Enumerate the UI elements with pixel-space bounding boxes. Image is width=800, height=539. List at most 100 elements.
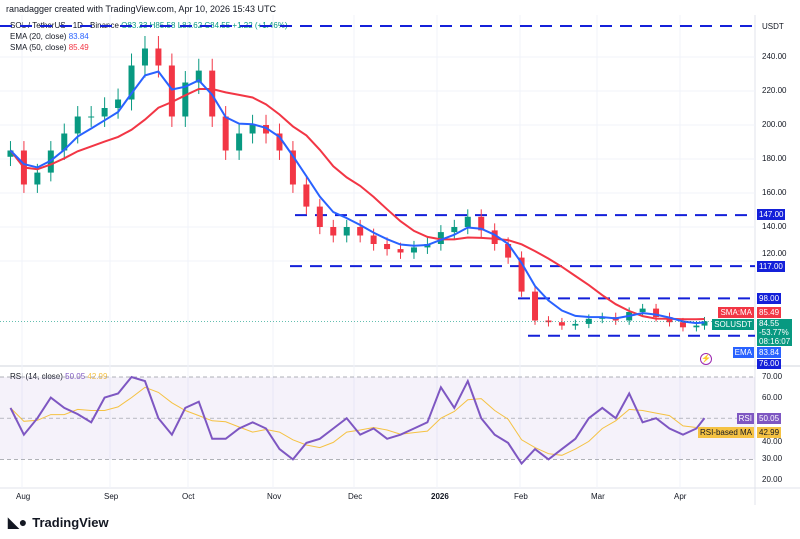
last-price-badge: 84.55 -53.77% 08:16:07 <box>757 319 793 346</box>
rsi-tick: 60.00 <box>762 392 783 402</box>
candle-body <box>182 82 189 117</box>
candle-body <box>505 244 512 258</box>
candle-body <box>397 249 404 253</box>
sma-tag: SMA:MA <box>718 307 754 318</box>
percent-change: -53.77% <box>759 328 789 337</box>
sma-value: 85.49 <box>68 43 89 52</box>
candle-body <box>343 227 350 236</box>
candle-body <box>330 227 337 236</box>
candle-body <box>249 125 256 134</box>
candle-body <box>74 116 81 134</box>
candle-body <box>128 65 135 100</box>
rsi-band <box>0 377 755 460</box>
candle-body <box>572 323 579 326</box>
candle-body <box>701 321 708 326</box>
candle-body <box>303 184 310 207</box>
candle-body <box>195 70 202 83</box>
rsi-tick: 70.00 <box>762 372 783 381</box>
time-tick: Sep <box>104 492 119 501</box>
time-tick: Aug <box>16 492 31 501</box>
ema-tag: EMA <box>732 347 754 358</box>
candle-body <box>276 133 283 151</box>
candle-body <box>491 230 498 244</box>
level-117-badge: 117.00 <box>757 261 785 272</box>
rsi-ma-tag: RSI-based MA <box>697 427 754 438</box>
candle-body <box>518 257 525 292</box>
ohlc-close: C84.55 <box>204 21 231 30</box>
time-tick: 2026 <box>431 492 449 501</box>
rsi-tag: RSI <box>736 413 754 424</box>
candle-body <box>168 65 175 117</box>
time-tick: Feb <box>514 492 528 501</box>
price-tick: 240.00 <box>762 52 787 61</box>
ema-price-badge: 83.84 <box>757 347 782 358</box>
sma-label: SMA (50, close) <box>10 43 67 52</box>
price-tick: 120.00 <box>762 249 787 258</box>
time-tick: Nov <box>267 492 282 501</box>
rsi-ma-badge: 42.99 <box>757 427 782 438</box>
ema-line <box>9 70 705 325</box>
price-tick: 200.00 <box>762 120 787 129</box>
level-76-badge: 76.00 <box>757 359 782 369</box>
ema-legend[interactable]: EMA (20, close) 83.84 <box>10 31 288 42</box>
rsi-ma-line <box>10 386 705 456</box>
candle-body <box>263 125 270 134</box>
symbol-tag: SOLUSDT <box>712 319 754 330</box>
rsi-tick: 30.00 <box>762 454 783 464</box>
candle-body <box>236 133 243 151</box>
candle-body <box>155 48 162 66</box>
tv-logo-icon: ◣● <box>8 514 28 530</box>
rsi-line <box>9 375 706 466</box>
chart-credit: ranadagger created with TradingView.com,… <box>6 4 276 14</box>
bar-countdown: 08:16:07 <box>759 337 791 346</box>
price-tick: 160.00 <box>762 188 787 197</box>
candle-body <box>61 133 68 151</box>
candle-body <box>679 322 686 328</box>
time-tick: Apr <box>674 492 687 501</box>
ohlc-open: O83.33 <box>121 21 148 30</box>
candle-body <box>289 150 296 185</box>
candle-body <box>357 227 364 236</box>
candle-body <box>639 308 646 312</box>
candle-body <box>464 216 471 227</box>
ema-value: 83.84 <box>68 32 89 41</box>
tradingview-logo[interactable]: ◣● TradingView <box>8 514 109 531</box>
candle-body <box>545 320 552 323</box>
time-tick: Dec <box>348 492 363 501</box>
candle-body <box>370 235 377 244</box>
rsi-tick: 20.00 <box>762 475 783 484</box>
ema-label: EMA (20, close) <box>10 32 67 41</box>
candle-body <box>437 232 444 244</box>
candle-body <box>7 150 14 157</box>
candle-body <box>384 244 391 250</box>
rsi-tick: 40.00 <box>762 436 783 446</box>
rsi-badge: 50.05 <box>757 413 782 424</box>
candle-body <box>222 116 229 151</box>
candle-body <box>532 291 539 321</box>
candle-body <box>141 48 148 66</box>
level-98-badge: 98.00 <box>757 293 782 304</box>
rsi-label: RSI (14, close) <box>10 372 63 381</box>
time-tick: Mar <box>591 492 605 501</box>
candle-body <box>88 116 95 118</box>
rsi-ma-value: 42.99 <box>87 372 108 381</box>
time-tick: Oct <box>182 492 195 501</box>
price-unit: USDT <box>762 22 784 31</box>
candle-body <box>34 172 41 185</box>
candle-body <box>316 206 323 227</box>
candle-body <box>653 308 660 318</box>
candle-body <box>693 325 700 328</box>
price-tick: 180.00 <box>762 154 787 163</box>
candle-body <box>101 108 108 117</box>
rsi-value: 50.05 <box>65 372 86 381</box>
rsi-legend[interactable]: RSI (14, close) 50.05 42.99 <box>10 372 107 381</box>
price-tick: 140.00 <box>762 222 787 231</box>
logo-text: TradingView <box>32 515 109 530</box>
level-147-badge: 147.00 <box>757 209 786 220</box>
sma-legend[interactable]: SMA (50, close) 85.49 <box>10 42 288 53</box>
lightning-icon[interactable]: ⚡ <box>700 353 712 365</box>
candle-body <box>558 322 565 326</box>
last-price: 84.55 <box>759 319 780 328</box>
price-tick: 220.00 <box>762 86 787 95</box>
